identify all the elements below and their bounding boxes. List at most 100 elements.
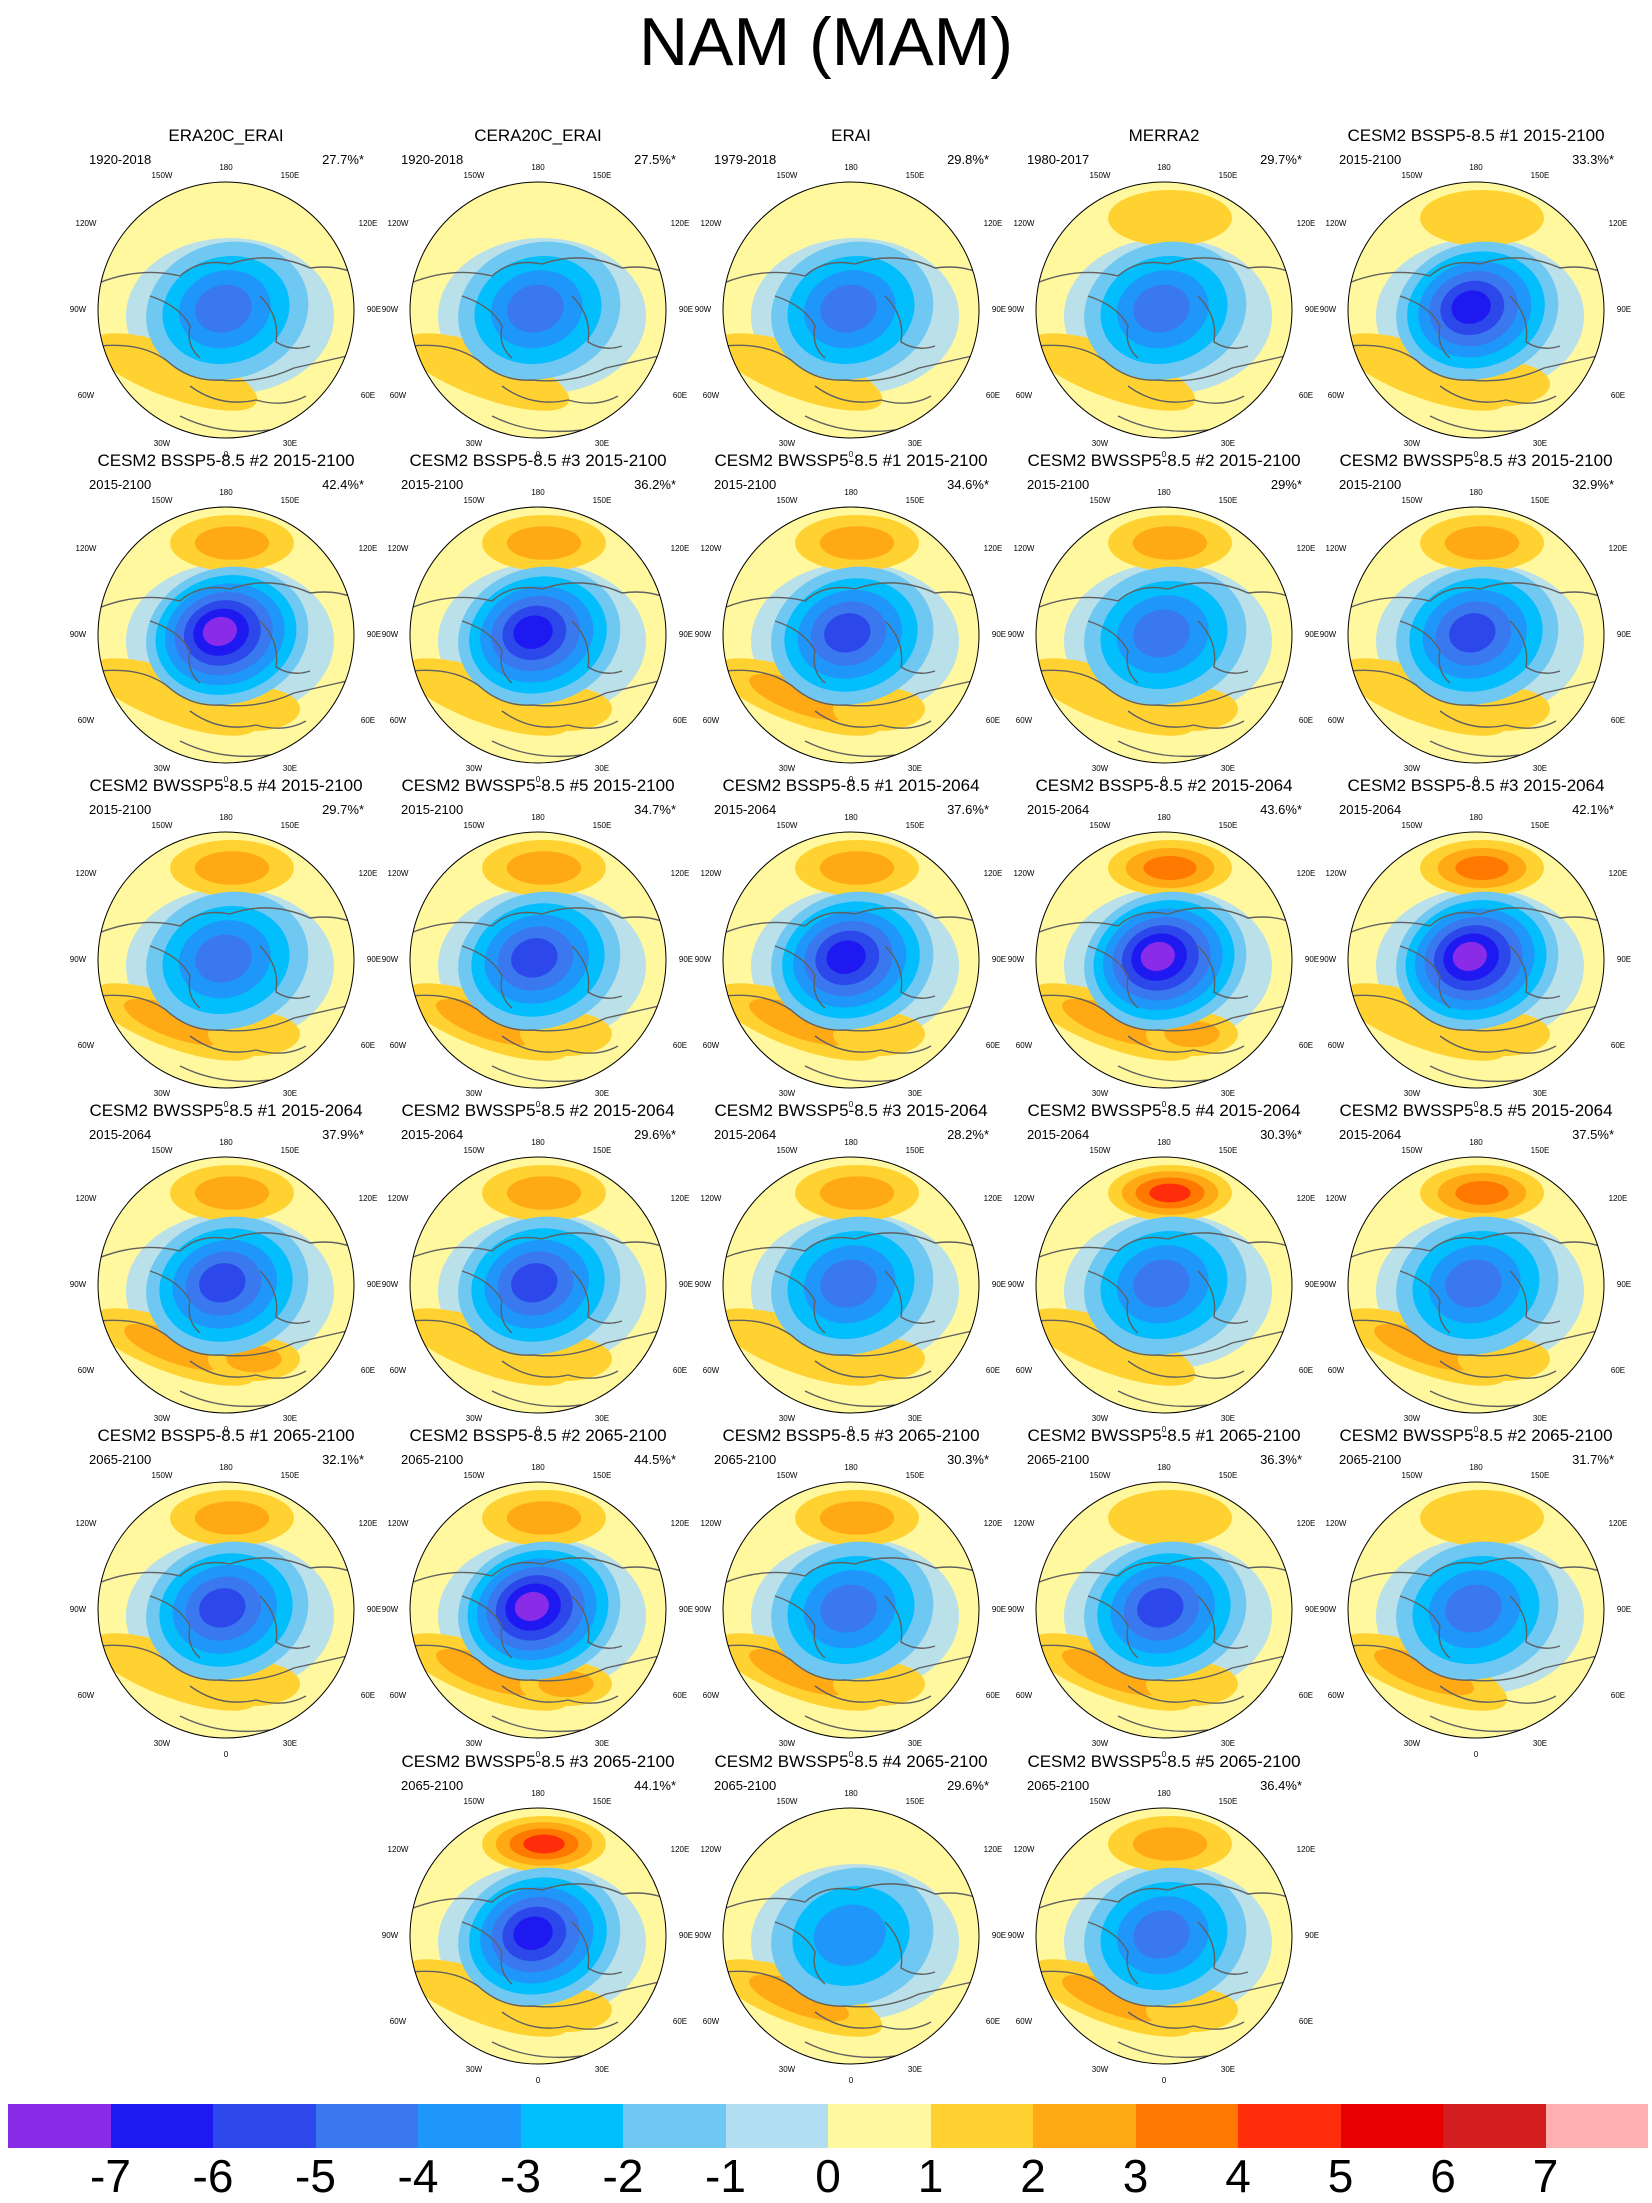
coastline bbox=[1087, 1921, 1139, 1985]
coastline bbox=[723, 1557, 979, 1585]
atlantic-positive-lobe bbox=[436, 1648, 536, 1696]
longitude-label: 90W bbox=[695, 1280, 712, 1289]
longitude-label: 0 bbox=[849, 1425, 854, 1434]
longitude-label: 90E bbox=[1305, 630, 1319, 639]
longitude-label: 60W bbox=[78, 1041, 95, 1050]
colorbar-tick-label: -7 bbox=[90, 2150, 131, 2202]
variance-label: 29.7%* bbox=[1260, 152, 1302, 167]
panel-title: CESM2 BWSSP5-8.5 #3 2065-2100 bbox=[401, 1752, 675, 1771]
longitude-label: 120W bbox=[388, 869, 409, 878]
longitude-label: 30W bbox=[779, 1739, 796, 1748]
longitude-label: 150E bbox=[281, 821, 300, 830]
europe-positive-lobe bbox=[873, 1031, 885, 1037]
polar-negative-anomaly bbox=[513, 615, 553, 649]
coastline bbox=[501, 2011, 619, 2030]
longitude-label: 90W bbox=[70, 630, 87, 639]
longitude-label: 60W bbox=[703, 1366, 720, 1375]
longitude-label: 30W bbox=[1092, 2065, 1109, 2074]
coastline bbox=[804, 740, 896, 758]
polar-negative-anomaly bbox=[813, 1904, 886, 1966]
coastline bbox=[259, 945, 311, 999]
polar-negative-anomaly bbox=[511, 938, 558, 978]
coastline bbox=[1509, 945, 1561, 999]
longitude-label: 150E bbox=[906, 171, 925, 180]
longitude-label: 30W bbox=[779, 439, 796, 448]
longitude-label: 30E bbox=[595, 764, 609, 773]
longitude-label: 0 bbox=[849, 2076, 854, 2085]
period-label: 2015-2100 bbox=[401, 802, 464, 817]
polar-map: 180 150W 150E 120W 120E 90W 90E 60W 60E 30W 30E 0 bbox=[1008, 488, 1319, 784]
longitude-label: 90E bbox=[992, 630, 1006, 639]
longitude-label: 150E bbox=[593, 821, 612, 830]
longitude-label: 30W bbox=[1092, 764, 1109, 773]
longitude-label: 180 bbox=[844, 1463, 858, 1472]
longitude-label: 150E bbox=[906, 496, 925, 505]
coastline bbox=[571, 1921, 623, 1975]
longitude-label: 120E bbox=[671, 1519, 690, 1528]
period-label: 2065-2100 bbox=[714, 1452, 777, 1467]
coastline bbox=[411, 994, 666, 1032]
coastline bbox=[259, 620, 311, 674]
longitude-label: 120W bbox=[1014, 1194, 1035, 1203]
longitude-label: 60E bbox=[1611, 1041, 1625, 1050]
longitude-label: 60E bbox=[673, 716, 687, 725]
map-panel: CESM2 BWSSP5-8.5 #3 2065-2100 180 150W 150E… bbox=[382, 1752, 694, 2085]
coastline bbox=[724, 669, 979, 707]
coastline bbox=[1127, 385, 1245, 404]
pacific-positive-lobe bbox=[536, 1514, 552, 1522]
variance-label: 36.4%* bbox=[1260, 1778, 1302, 1793]
longitude-label: 150W bbox=[152, 171, 173, 180]
longitude-label: 150E bbox=[1531, 1471, 1550, 1480]
panel-title: CESM2 BWSSP5-8.5 #1 2065-2100 bbox=[1027, 1426, 1301, 1445]
longitude-label: 120E bbox=[671, 1194, 690, 1203]
pacific-positive-lobe bbox=[224, 1514, 240, 1522]
longitude-label: 30W bbox=[779, 2065, 796, 2074]
coastline bbox=[814, 1035, 932, 1054]
longitude-label: 180 bbox=[1469, 488, 1483, 497]
longitude-label: 60E bbox=[986, 1366, 1000, 1375]
longitude-label: 150E bbox=[906, 821, 925, 830]
longitude-label: 30W bbox=[1092, 439, 1109, 448]
longitude-label: 60E bbox=[673, 1691, 687, 1700]
coastline bbox=[814, 1685, 932, 1704]
coastline bbox=[149, 620, 201, 684]
atlantic-positive-lobe bbox=[749, 1648, 849, 1696]
longitude-label: 90E bbox=[367, 955, 381, 964]
coastline bbox=[179, 415, 271, 433]
longitude-label: 90W bbox=[1320, 305, 1337, 314]
variance-label: 37.9%* bbox=[322, 1127, 364, 1142]
panel-title: CESM2 BWSSP5-8.5 #4 2015-2064 bbox=[1027, 1101, 1301, 1120]
coastline bbox=[410, 1883, 666, 1911]
variance-label: 29.6%* bbox=[947, 1778, 989, 1793]
variance-label: 29.6%* bbox=[634, 1127, 676, 1142]
coastline bbox=[1127, 1360, 1245, 1379]
longitude-label: 60E bbox=[1299, 391, 1313, 400]
colorbar-tick-label: 5 bbox=[1327, 2150, 1354, 2202]
panel-title: CESM2 BWSSP5-8.5 #2 2015-2064 bbox=[401, 1101, 675, 1120]
europe-positive-lobe bbox=[248, 706, 260, 712]
longitude-label: 60W bbox=[1328, 391, 1345, 400]
variance-label: 44.5%* bbox=[634, 1452, 676, 1467]
longitude-label: 120E bbox=[1609, 1519, 1628, 1528]
coastline bbox=[98, 257, 354, 285]
longitude-label: 150W bbox=[777, 496, 798, 505]
longitude-label: 150W bbox=[777, 1797, 798, 1806]
pacific-positive-lobe bbox=[536, 1189, 552, 1197]
polar-negative-anomaly bbox=[820, 1259, 877, 1308]
longitude-label: 60E bbox=[673, 2017, 687, 2026]
longitude-label: 150W bbox=[1402, 821, 1423, 830]
polar-map: 180 150W 150E 120W 120E 90W 90E 60W 60E 30W 30E 0 bbox=[70, 1463, 381, 1759]
panel-title: CESM2 BWSSP5-8.5 #1 2015-2064 bbox=[89, 1101, 363, 1120]
longitude-label: 30W bbox=[466, 764, 483, 773]
polar-negative-anomaly bbox=[199, 1263, 246, 1303]
colorbar-tick-label: 3 bbox=[1122, 2150, 1149, 2202]
coastline bbox=[411, 1319, 666, 1357]
polar-negative-anomaly bbox=[826, 940, 866, 974]
longitude-label: 30W bbox=[1092, 1739, 1109, 1748]
coastline bbox=[723, 582, 979, 610]
longitude-label: 60E bbox=[361, 1366, 375, 1375]
europe-positive-lobe bbox=[873, 1681, 885, 1687]
coastline bbox=[98, 1232, 354, 1260]
longitude-label: 120W bbox=[1014, 1519, 1035, 1528]
pacific-positive-lobe bbox=[1132, 526, 1208, 560]
